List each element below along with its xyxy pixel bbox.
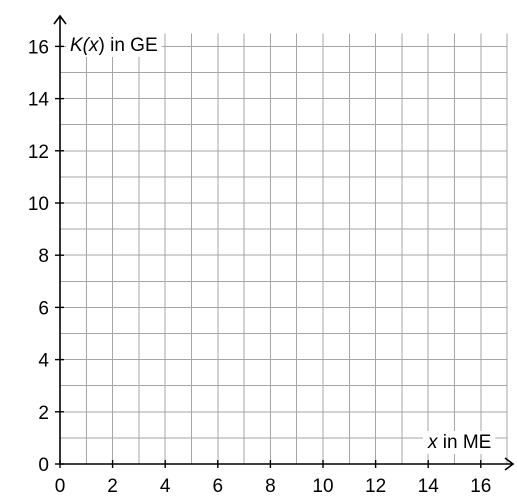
- x-axis-title-var: x: [427, 432, 439, 453]
- y-tick-label: 16: [28, 37, 49, 58]
- y-axis-title: K(x) in GE: [70, 35, 158, 56]
- y-tick-label: 8: [38, 246, 49, 267]
- y-tick-label: 12: [28, 142, 49, 163]
- axes: [53, 14, 515, 471]
- y-tick-label: 6: [38, 298, 49, 319]
- x-tick-label: 8: [265, 476, 276, 497]
- y-axis-title-rest: in GE: [105, 35, 158, 56]
- tick-labels: 0 2 4 6 8 10 12 14 16 0 2 4 6 8 10 12 14 16: [28, 37, 492, 497]
- x-tick-label: 14: [418, 476, 440, 497]
- x-tick-label: 16: [470, 476, 491, 497]
- y-axis-arrow: [53, 14, 67, 25]
- x-axis-arrow: [504, 457, 515, 471]
- y-axis-title-var: x: [88, 35, 100, 56]
- y-axis-title-var-prefix: K(: [70, 35, 91, 56]
- y-axis-title-var-suffix: ): [99, 35, 105, 56]
- ticks: [55, 45, 482, 468]
- x-tick-label: 0: [55, 476, 66, 497]
- y-tick-label: 14: [28, 90, 50, 111]
- x-axis-title: x in ME: [427, 432, 491, 453]
- y-tick-label: 2: [38, 403, 49, 424]
- x-axis-title-rest: in ME: [438, 432, 492, 453]
- x-tick-label: 4: [160, 476, 171, 497]
- x-tick-label: 2: [107, 476, 118, 497]
- x-tick-label: 10: [312, 476, 333, 497]
- x-tick-label: 6: [213, 476, 224, 497]
- x-axis-title-background: [423, 431, 496, 454]
- y-tick-label: 10: [28, 194, 49, 215]
- grid: [60, 33, 508, 464]
- x-tick-label: 12: [365, 476, 386, 497]
- y-tick-label: 0: [38, 455, 49, 476]
- y-axis-title-background: [66, 34, 162, 57]
- y-tick-label: 4: [38, 351, 49, 372]
